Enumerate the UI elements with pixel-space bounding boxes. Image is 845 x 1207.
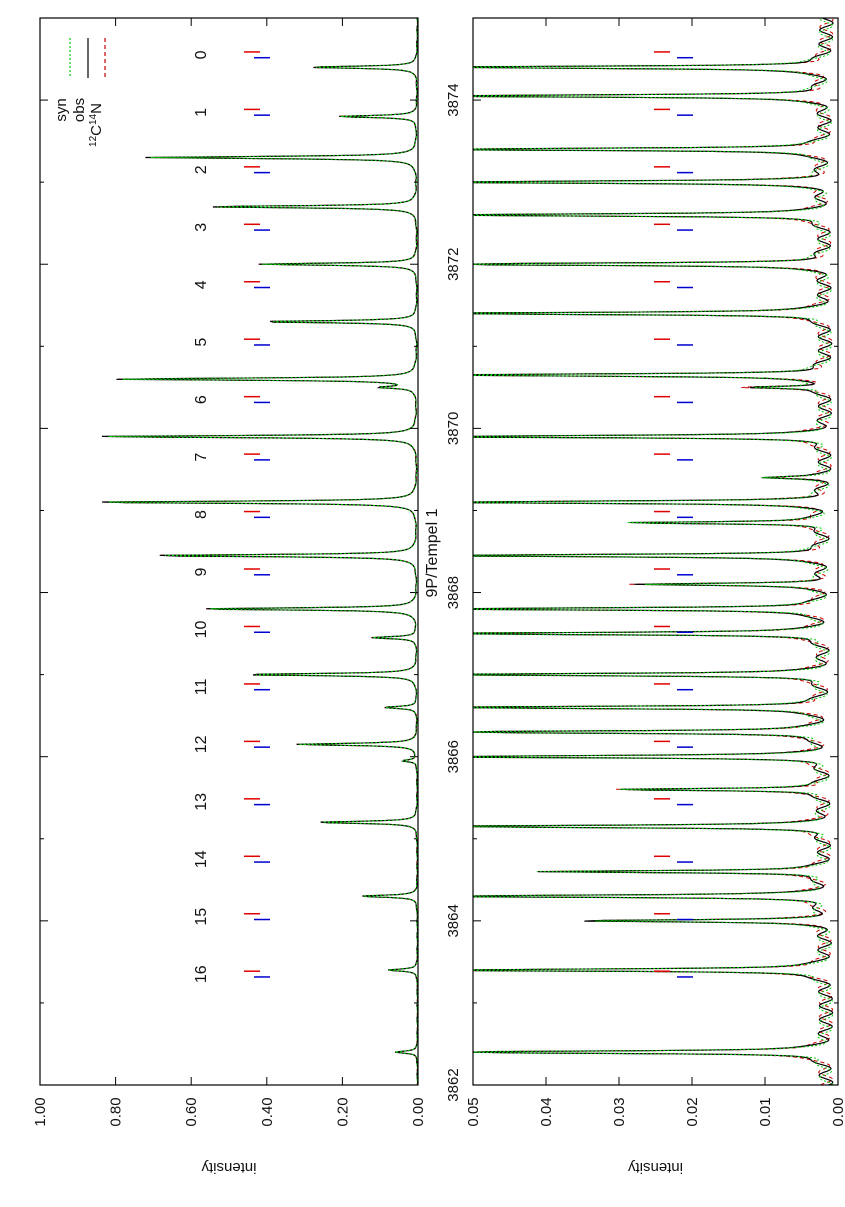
legend-label-part: 12: [88, 135, 99, 147]
x-tick-label: 3868: [445, 576, 462, 609]
series-group: [473, 18, 834, 1085]
x-tick-label: 3866: [445, 740, 462, 773]
line-number-label: 3: [193, 223, 210, 232]
bottom-panel: 3862 3864 3866 3868 3870 3872 3874 0.00 0.01 0.02…: [445, 17, 845, 1176]
y-tick-label: 0.01: [757, 1097, 774, 1126]
y-tick-label: 0.80: [108, 1097, 125, 1126]
y-tick-label: 0.04: [538, 1097, 555, 1126]
y-tick-label: 0.20: [334, 1097, 351, 1126]
x-tick-label: 3862: [445, 1068, 462, 1101]
line-number-label: 8: [193, 510, 210, 519]
series-obs-line: [473, 18, 834, 1085]
line-number-label: 5: [193, 338, 210, 347]
legend-label-syn: syn: [53, 98, 70, 121]
plot-frame: [472, 17, 839, 1086]
series-group: [101, 18, 418, 1085]
series-syn-line: [473, 18, 834, 1085]
line-number-label: 2: [193, 165, 210, 174]
legend-label-part: N: [88, 103, 105, 114]
y-tick-label: 0.02: [684, 1097, 701, 1126]
line-number-label: 14: [193, 850, 210, 868]
series-12c14n-line: [102, 18, 418, 1085]
line-number-label: 13: [193, 793, 210, 811]
line-number-label: 1: [193, 108, 210, 117]
legend-label-part: 14: [88, 113, 99, 125]
chart-title: 9P/Tempel 1: [424, 508, 441, 597]
line-number-label: 0: [193, 50, 210, 59]
y-tick-label: 0.40: [259, 1097, 276, 1126]
line-number-label: 10: [193, 620, 210, 638]
line-number-label: 9: [193, 567, 210, 576]
x-tick-label: 3874: [445, 83, 462, 116]
line-number-label: 16: [193, 965, 210, 983]
series-obs-line: [101, 18, 418, 1085]
line-number-label: 11: [193, 679, 210, 696]
legend-label-obs: obs: [71, 98, 88, 122]
x-tick-label: 3872: [445, 248, 462, 281]
x-tick-label: 3870: [445, 412, 462, 445]
top-panel: 0.00 0.20 0.40 0.60 0.80 1.00 intensity: [32, 17, 427, 1176]
y-tick-label: 0.60: [183, 1097, 200, 1126]
y-tick-label: 0.05: [465, 1097, 482, 1126]
legend-label-part: C: [88, 125, 105, 136]
plot-frame: [39, 17, 419, 1086]
line-number-label: 12: [193, 735, 210, 753]
x-tick-label: 3864: [445, 904, 462, 937]
series-12c14n-line: [473, 18, 834, 1085]
line-number-label: 15: [193, 908, 210, 926]
legend-label-12c14n: 12C14N: [88, 103, 105, 147]
series-syn-line: [108, 18, 418, 1085]
line-number-label: 7: [193, 453, 210, 462]
line-number-label: 6: [193, 395, 210, 404]
y-tick-label: 0.00: [830, 1097, 845, 1126]
y-axis-label: intensity: [201, 1159, 257, 1176]
y-axis-label: intensity: [627, 1159, 683, 1176]
line-number-label: 4: [193, 280, 210, 289]
y-tick-label: 1.00: [32, 1097, 49, 1126]
y-tick-label: 0.03: [611, 1097, 628, 1126]
y-tick-label: 0.00: [410, 1097, 427, 1126]
